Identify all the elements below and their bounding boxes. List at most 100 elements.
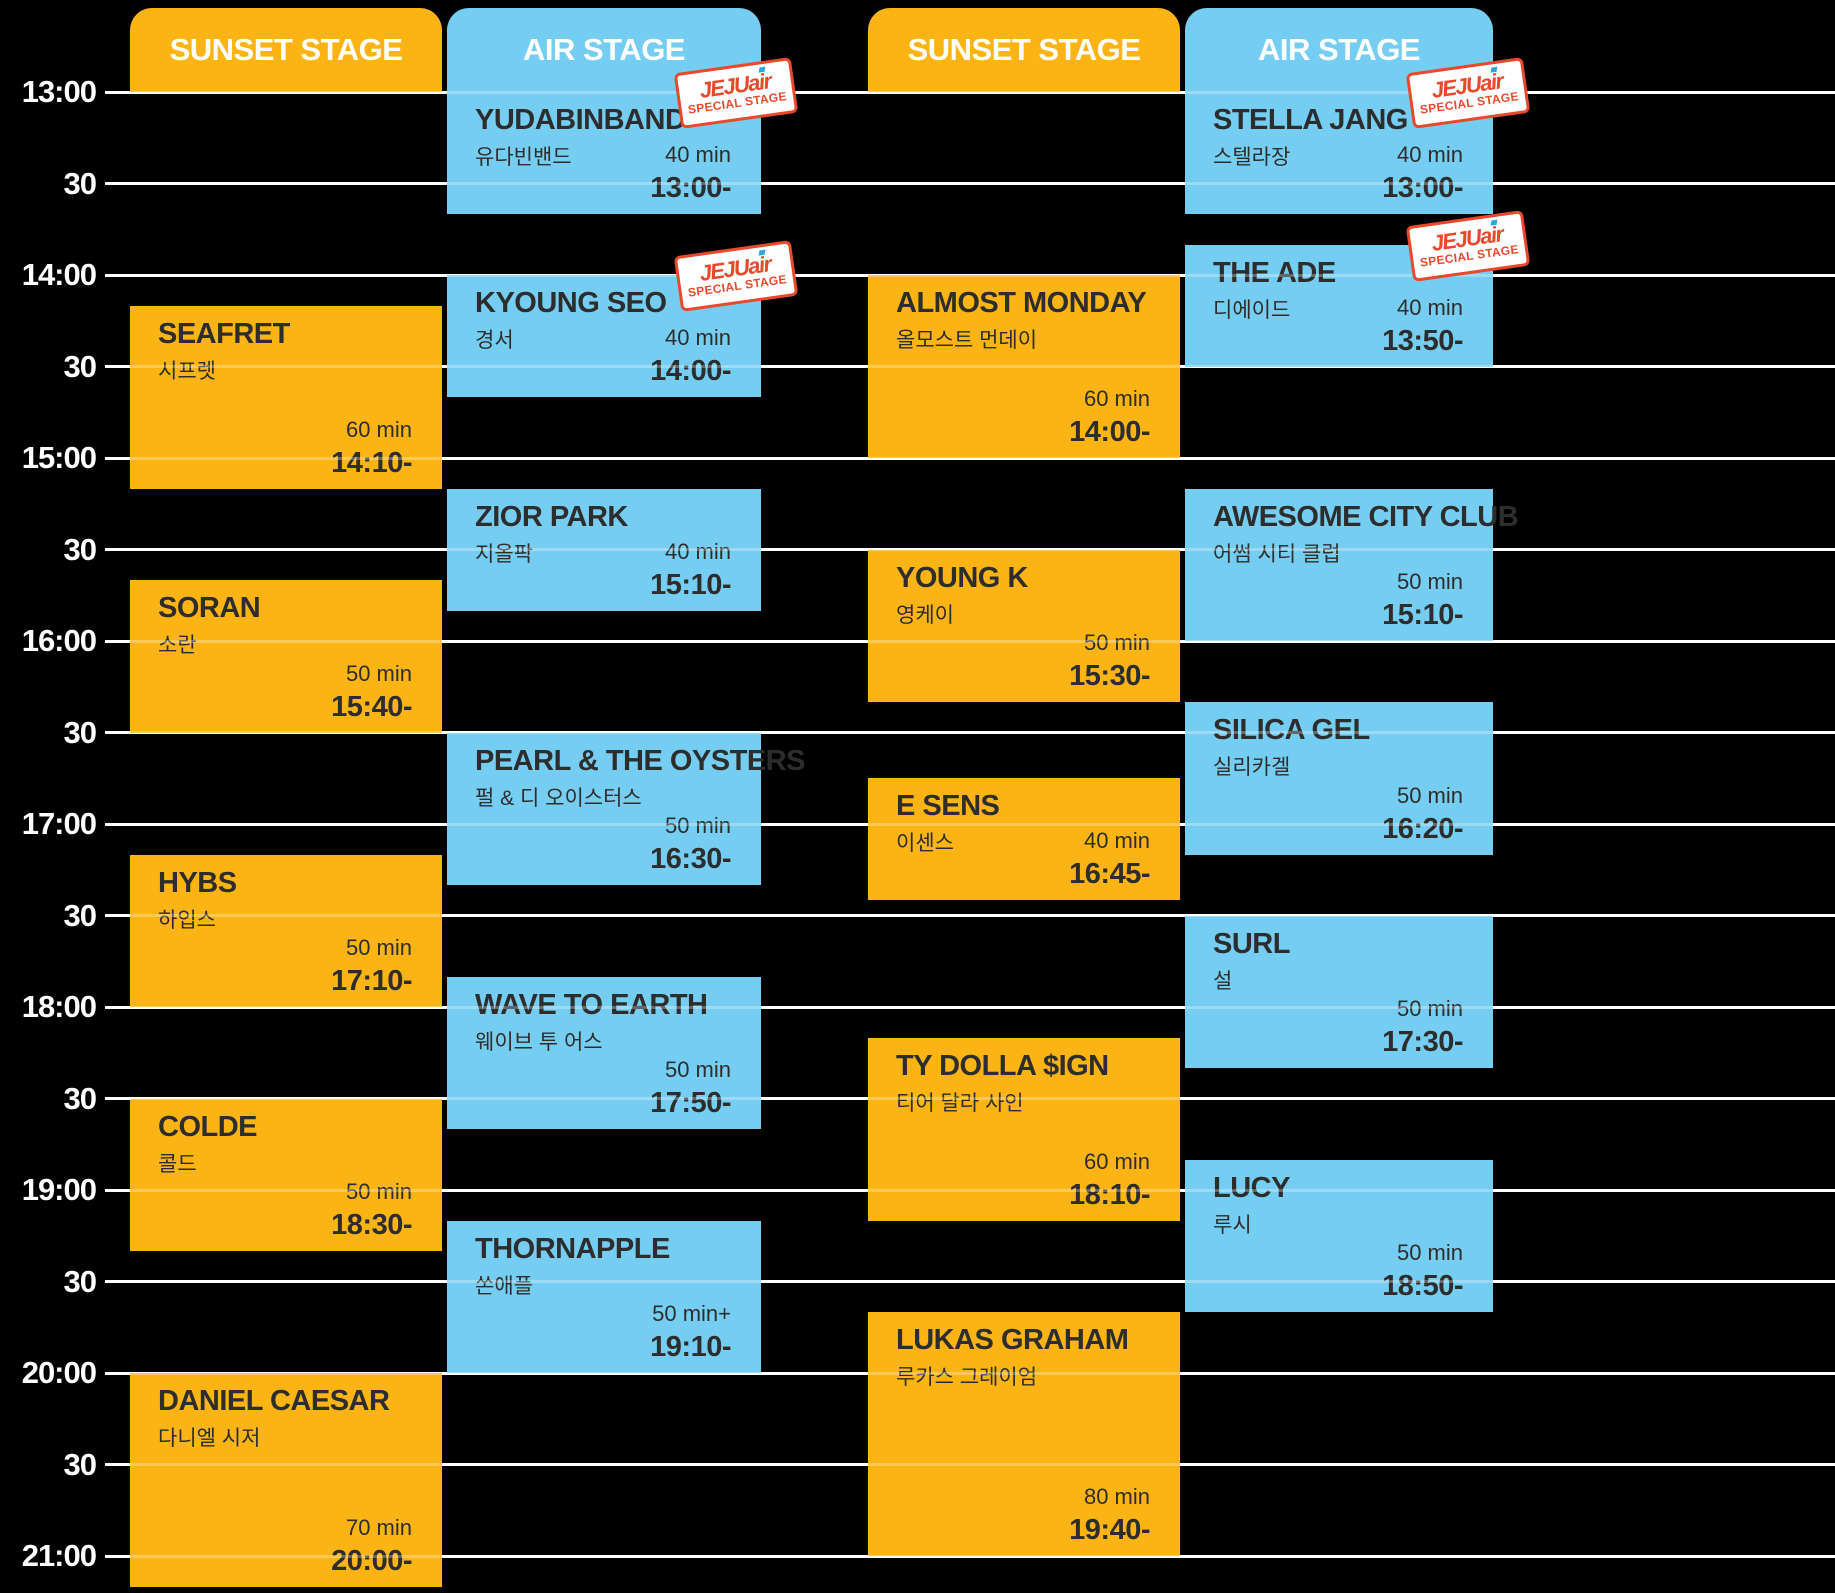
artist-name: WAVE TO EARTH (475, 988, 708, 1021)
event-block-thornapple: THORNAPPLE 쏜애플 50 min+ 19:10- (447, 1220, 761, 1373)
set-duration: 60 min (1083, 1148, 1150, 1174)
artist-name: HYBS (158, 866, 237, 899)
gridline-10 (105, 1005, 1835, 1009)
time-label-2000: 20:00 (21, 1355, 97, 1390)
event-block-seafret: SEAFRET 시프렛 60 min 14:10- (130, 305, 442, 489)
event-block-soran: SORAN 소란 50 min 15:40- (130, 580, 442, 733)
time-label-1300: 13:00 (21, 74, 97, 109)
set-start-time: 13:00- (1382, 172, 1463, 204)
set-duration: 60 min (345, 416, 412, 442)
time-label-1700: 17:00 (21, 806, 97, 841)
set-start-time: 17:10- (331, 965, 412, 997)
time-label-30: 30 (63, 1263, 97, 1299)
set-start-time: 15:40- (331, 690, 412, 723)
event-block-zior-park: ZIOR PARK 지올팍 40 min 15:10- (447, 488, 761, 611)
gridline-16 (105, 1554, 1835, 1558)
set-start-time: 17:30- (1382, 1026, 1463, 1058)
artist-name: COLDE (158, 1110, 258, 1143)
event-block-daniel-caesar: DANIEL CAESAR 다니엘 시저 70 min 20:00- (130, 1373, 442, 1587)
set-duration: 50 min (664, 1057, 731, 1082)
set-start-time: 15:10- (650, 568, 731, 601)
set-start-time: 16:45- (1069, 858, 1150, 891)
gridline-0 (105, 90, 1835, 94)
gridline-13 (105, 1280, 1835, 1283)
time-label-1400: 14:00 (21, 257, 97, 292)
stage-header-label: SUNSET STAGE (169, 32, 403, 67)
artist-name: TY DOLLA $IGN (896, 1049, 1109, 1082)
artist-name-korean: 설 (1213, 969, 1233, 993)
set-start-time: 15:10- (1382, 599, 1463, 631)
time-label-30: 30 (63, 897, 97, 933)
set-start-time: 18:10- (1069, 1178, 1150, 1211)
stage-header-sunset-1: SUNSET STAGE (130, 8, 442, 92)
set-start-time: 15:30- (1069, 660, 1150, 692)
set-duration: 40 min (664, 538, 731, 564)
artist-name-korean: 실리카겔 (1213, 756, 1291, 779)
time-label-30: 30 (63, 348, 97, 384)
artist-name: AWESOME CITY CLUB (1213, 500, 1519, 533)
badge-brand-suffix: air (1478, 220, 1505, 249)
artist-name-korean: 올모스트 먼데이 (896, 329, 1038, 352)
event-block-hybs: HYBS 하입스 50 min 17:10- (130, 854, 442, 1007)
stage-header-label: AIR STAGE (523, 32, 686, 67)
artist-name-korean: 시프렛 (158, 359, 216, 383)
set-start-time: 14:00- (1069, 416, 1150, 448)
set-duration: 40 min (1396, 294, 1463, 320)
artist-name: PEARL & THE OYSTERS (475, 744, 805, 777)
artist-name-korean: 디에이드 (1213, 298, 1291, 322)
artist-name-korean: 어썸 시티 클럽 (1213, 542, 1341, 566)
artist-name-korean: 쏜애플 (475, 1274, 533, 1298)
set-duration: 50 min+ (652, 1301, 731, 1326)
artist-name-korean: 루시 (1213, 1213, 1252, 1237)
time-label-1600: 16:00 (21, 623, 97, 658)
event-block-ty-dolla-ign: TY DOLLA $IGN 티어 달라 사인 60 min 18:10- (868, 1037, 1180, 1221)
artist-name: LUKAS GRAHAM (896, 1324, 1129, 1356)
event-block-silica-gel: SILICA GEL 실리카겔 50 min 16:20- (1185, 702, 1493, 855)
artist-name-korean: 소란 (158, 634, 197, 657)
set-duration: 80 min (1083, 1484, 1150, 1509)
set-duration: 50 min (345, 1179, 412, 1204)
stage-header-sunset-2: SUNSET STAGE (868, 8, 1180, 92)
set-start-time: 20:00- (331, 1544, 412, 1577)
artist-name: YOUNG K (896, 561, 1028, 594)
set-duration: 40 min (664, 325, 731, 350)
set-duration: 50 min (1396, 1240, 1463, 1265)
set-duration: 70 min (345, 1514, 412, 1540)
set-start-time: 18:30- (331, 1209, 412, 1241)
stage-header-air-2: AIR STAGE (1185, 8, 1493, 92)
set-duration: 50 min (345, 660, 412, 686)
set-duration: 40 min (1396, 142, 1463, 167)
gridline-9 (105, 914, 1835, 917)
artist-name: E SENS (896, 790, 1000, 823)
badge-brand-suffix: air (1478, 68, 1505, 97)
time-label-30: 30 (63, 714, 97, 750)
artist-name-korean: 티어 달라 사인 (896, 1091, 1024, 1115)
artist-name: ZIOR PARK (475, 500, 628, 533)
stage-header-label: AIR STAGE (1258, 32, 1421, 67)
artist-name-korean: 영케이 (896, 603, 954, 627)
set-start-time: 19:10- (650, 1331, 731, 1363)
artist-name: STELLA JANG (1213, 104, 1408, 136)
artist-name: DANIEL CAESAR (158, 1385, 390, 1417)
artist-name-korean: 이센스 (896, 832, 954, 856)
artist-name-korean: 다니엘 시저 (158, 1427, 261, 1450)
time-label-30: 30 (63, 531, 97, 567)
event-block-e-sens: E SENS 이센스 40 min 16:45- (868, 778, 1180, 901)
set-duration: 40 min (664, 142, 731, 167)
badge-brand-suffix: air (746, 68, 773, 97)
artist-name-korean: 유다빈밴드 (475, 146, 572, 169)
artist-name: SEAFRET (158, 317, 290, 350)
artist-name: LUCY (1213, 1171, 1290, 1204)
artist-name: YUDABINBAND (475, 104, 686, 136)
jejuair-special-stage-badge: JEJUair SPECIAL STAGE (673, 240, 799, 312)
gridline-7 (105, 731, 1835, 734)
set-start-time: 19:40- (1069, 1514, 1150, 1546)
artist-name-korean: 하입스 (158, 908, 216, 932)
set-start-time: 13:50- (1382, 324, 1463, 357)
artist-name-korean: 스텔라장 (1213, 146, 1291, 169)
set-duration: 60 min (1083, 386, 1150, 411)
artist-name-korean: 웨이브 투 어스 (475, 1030, 603, 1054)
set-start-time: 18:50- (1382, 1270, 1463, 1302)
time-label-2100: 21:00 (21, 1538, 97, 1573)
set-start-time: 16:20- (1382, 812, 1463, 845)
